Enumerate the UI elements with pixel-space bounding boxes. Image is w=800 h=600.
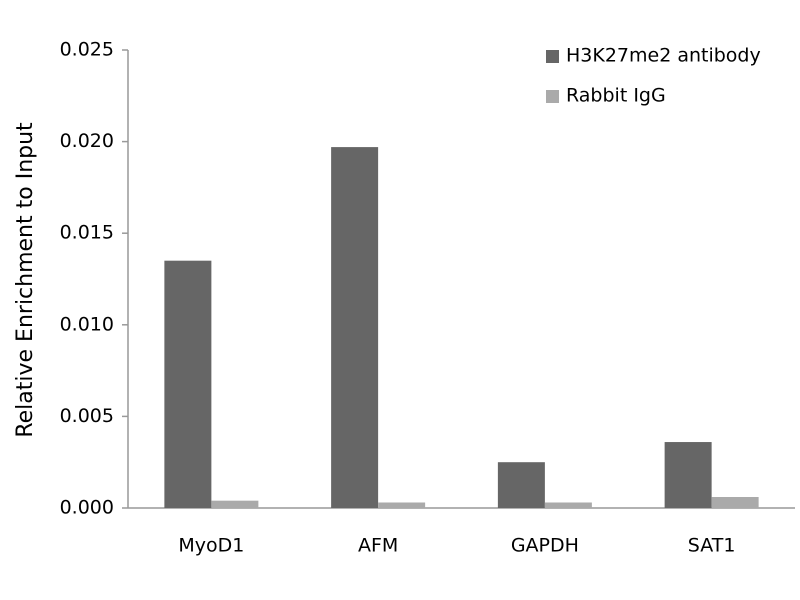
y-tick-label: 0.025 (60, 39, 114, 61)
x-tick-label: MyoD1 (178, 535, 244, 557)
y-tick-label: 0.000 (60, 497, 114, 519)
legend-label: H3K27me2 antibody (566, 45, 761, 67)
bar (544, 502, 592, 508)
bar (164, 260, 212, 508)
x-tick-label: GAPDH (511, 535, 579, 557)
y-tick-label: 0.010 (60, 313, 114, 335)
y-tick-label: 0.015 (60, 222, 114, 244)
bar (331, 147, 379, 508)
legend-swatch (546, 90, 559, 103)
y-tick-label: 0.020 (60, 130, 114, 152)
x-tick-label: AFM (358, 535, 398, 557)
bar (664, 442, 712, 508)
bar (211, 500, 259, 508)
y-axis-label: Relative Enrichment to Input (13, 122, 38, 438)
bar (497, 462, 545, 508)
legend-swatch (546, 50, 559, 63)
y-tick-label: 0.005 (60, 405, 114, 427)
legend-label: Rabbit IgG (566, 85, 666, 107)
bar (711, 497, 759, 508)
x-tick-label: SAT1 (688, 535, 736, 557)
bar (378, 502, 426, 508)
